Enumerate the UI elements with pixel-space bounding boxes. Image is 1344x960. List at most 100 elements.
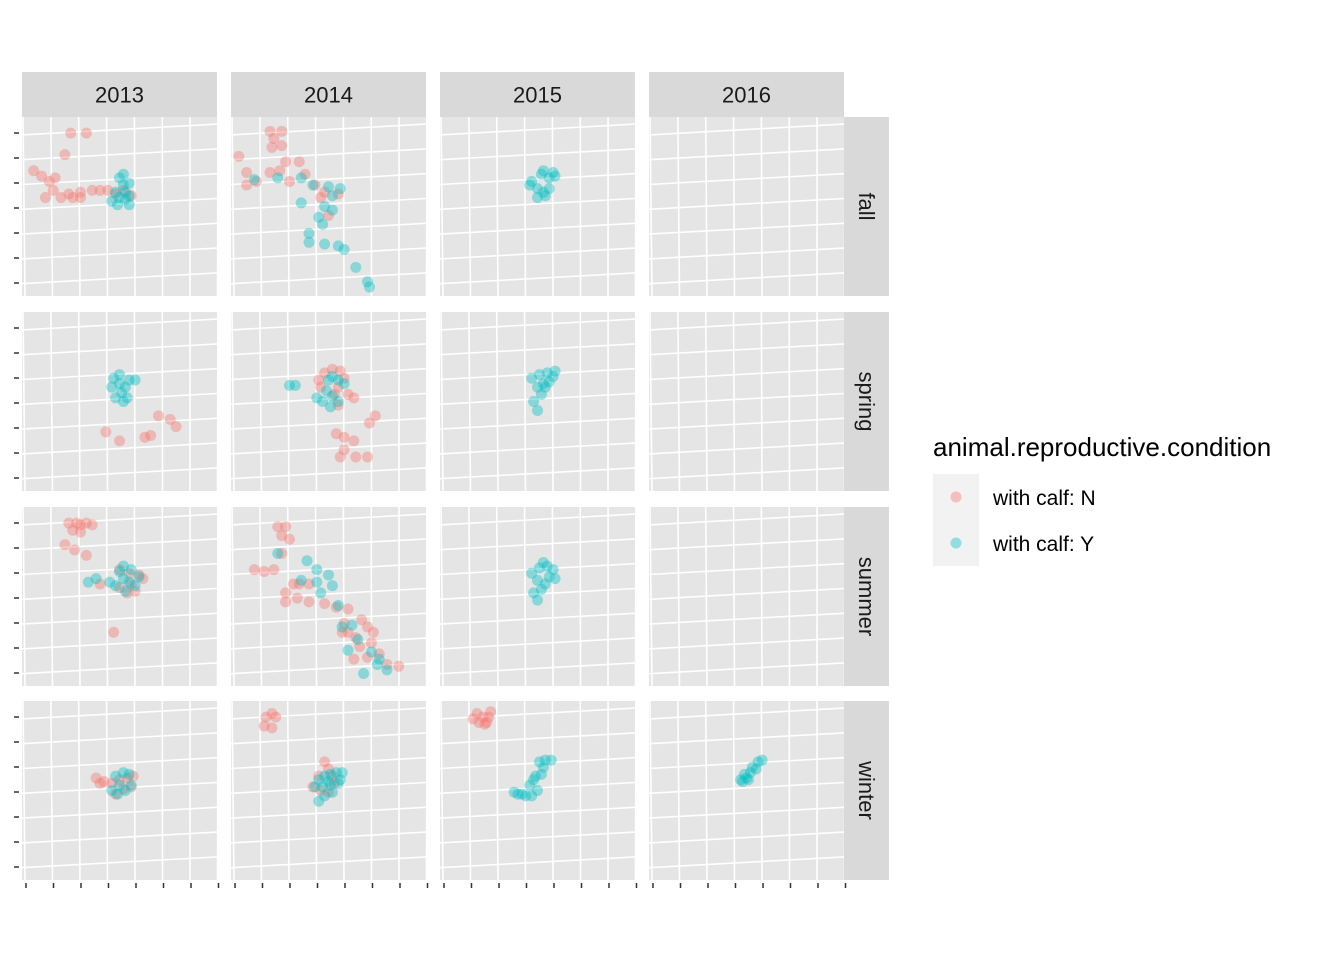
point-n	[80, 517, 92, 529]
grid-line	[20, 298, 219, 309]
grid-line	[22, 222, 217, 235]
grid-line	[647, 688, 846, 699]
point-y	[537, 761, 549, 773]
point-y	[123, 576, 135, 588]
grid-line	[551, 117, 554, 296]
legend-key-background-n	[933, 474, 979, 520]
point-y	[535, 768, 547, 780]
point-y	[533, 369, 545, 381]
graticule	[649, 701, 844, 880]
graticule	[438, 701, 637, 893]
grid-line	[105, 507, 109, 686]
grid-line	[440, 123, 635, 136]
point-n	[326, 770, 338, 782]
grid-line	[22, 587, 217, 601]
point-y	[311, 392, 323, 404]
grid-line	[22, 367, 217, 381]
grid-line	[259, 117, 263, 296]
point-y	[284, 379, 295, 391]
grid-line	[732, 507, 736, 686]
point-y	[535, 168, 547, 180]
grid-line	[231, 123, 426, 136]
point-y	[317, 781, 329, 793]
panel-points	[526, 365, 561, 416]
point-n	[319, 756, 331, 768]
point-n	[67, 192, 79, 204]
grid-line	[231, 831, 426, 844]
panel-2013-summer	[22, 507, 217, 686]
panel-points	[248, 521, 405, 679]
point-n	[338, 617, 350, 629]
point-n	[55, 192, 67, 204]
point-n	[309, 179, 321, 191]
grid-line	[22, 123, 217, 136]
point-n	[164, 413, 176, 425]
point-n	[477, 711, 489, 723]
grid-line	[22, 701, 26, 880]
grid-line	[647, 298, 846, 309]
grid-line	[468, 701, 472, 880]
strip-row-label: winter	[854, 760, 879, 820]
grid-line	[314, 701, 318, 880]
point-n	[356, 614, 368, 626]
point-y	[512, 788, 524, 800]
grid-line	[22, 507, 26, 686]
point-n	[367, 626, 379, 638]
point-y	[323, 776, 334, 788]
panel-background	[649, 701, 844, 880]
point-n	[315, 381, 327, 393]
grid-line	[440, 148, 635, 161]
panel-2016-spring	[649, 312, 844, 491]
point-n	[350, 632, 362, 644]
point-y	[541, 367, 553, 379]
point-n	[266, 141, 278, 153]
panel-2014-fall	[231, 117, 426, 296]
grid-line	[22, 148, 217, 161]
panel-background	[231, 117, 426, 296]
grid-line	[259, 507, 263, 686]
legend-key-background-y	[933, 520, 979, 566]
point-n	[241, 166, 253, 178]
facet-strips: 2013 2014 2015 2016 fall spring summer winter	[22, 72, 889, 880]
point-n	[280, 156, 292, 168]
point-y	[350, 261, 362, 273]
point-y	[737, 776, 749, 788]
panel-2016-winter	[649, 701, 844, 880]
point-y	[323, 569, 334, 581]
grid-line	[438, 882, 637, 893]
grid-line	[342, 507, 345, 686]
point-n	[137, 573, 149, 585]
grid-line	[231, 587, 426, 601]
point-y	[119, 381, 131, 393]
grid-line	[22, 343, 217, 356]
point-y	[324, 401, 336, 413]
grid-line	[649, 781, 844, 795]
grid-line	[760, 701, 763, 880]
grid-line	[523, 312, 527, 491]
point-y	[129, 374, 141, 386]
panel-background	[649, 507, 844, 686]
grid-line	[440, 637, 635, 650]
grid-line	[732, 312, 736, 491]
point-y	[272, 172, 284, 184]
grid-line	[231, 707, 426, 720]
grid-line	[22, 467, 217, 480]
grid-line	[231, 343, 426, 356]
grid-line	[649, 831, 844, 844]
grid-line	[649, 467, 844, 480]
point-n	[326, 363, 338, 375]
graticule	[231, 701, 426, 880]
point-n	[280, 596, 292, 608]
legend-label-n: with calf: N	[992, 487, 1096, 510]
point-n	[100, 426, 112, 438]
strip-col-2015	[440, 72, 635, 117]
panel-background	[440, 507, 635, 686]
grid-line	[440, 312, 444, 491]
point-n	[123, 567, 135, 579]
point-y	[537, 556, 549, 568]
panel-points	[524, 165, 561, 204]
point-n	[393, 660, 405, 672]
point-n	[485, 706, 497, 718]
grid-line	[22, 538, 217, 551]
point-n	[280, 587, 292, 599]
